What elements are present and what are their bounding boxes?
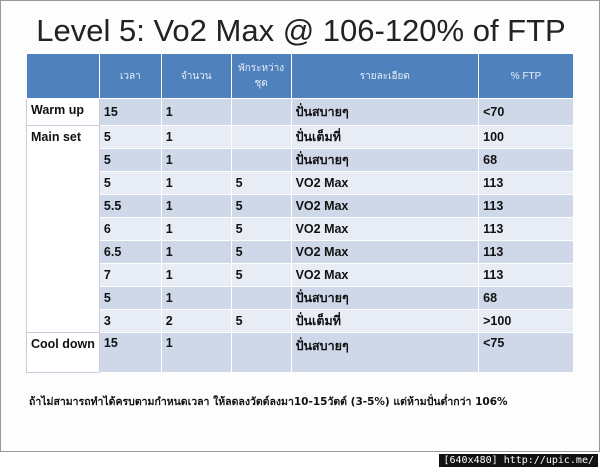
table-cell: 3 bbox=[98, 309, 162, 333]
table-cell: VO2 Max bbox=[290, 194, 480, 218]
table-cell: 1 bbox=[160, 171, 232, 195]
workout-table: เวลา จำนวน พักระหว่างชุด รายละเอียด% FTP Wa… bbox=[26, 53, 574, 373]
header-cell: % FTP bbox=[478, 53, 574, 99]
header-row: เวลา จำนวน พักระหว่างชุด รายละเอียด% FTP bbox=[26, 53, 574, 99]
table-row: 7 1 5 VO2 Max 113 bbox=[27, 263, 574, 287]
table-cell: ปั่นเต็มที่ bbox=[290, 309, 480, 333]
table-cell: 6 bbox=[98, 217, 162, 241]
table-cell: ปั่นสบายๆ bbox=[290, 332, 480, 373]
row-label: Cool down bbox=[26, 332, 100, 373]
slide: Level 5: Vo2 Max @ 106-120% of FTP เวลาจ… bbox=[0, 0, 600, 452]
header-cell: รายละเอียด bbox=[290, 53, 480, 99]
table-cell: 5 bbox=[98, 125, 162, 149]
table-cell: 1 bbox=[160, 194, 232, 218]
table-cell: VO2 Max bbox=[290, 263, 480, 287]
table-cell bbox=[230, 332, 292, 373]
row-label: Warm up bbox=[26, 98, 100, 126]
table-cell: 1 bbox=[160, 263, 232, 287]
table-row: 5 1 ปั่นสบายๆ 68 bbox=[27, 148, 574, 172]
table-cell: <70 bbox=[478, 98, 574, 126]
table-row: 3 2 5 ปั่นเต็มที่ >100 bbox=[27, 309, 574, 333]
table-cell: 113 bbox=[478, 240, 574, 264]
table-cell: 5 bbox=[230, 240, 292, 264]
table-body: Warm up 15 1 ปั่นสบายๆ <70 Main set 5 1 ปั่นเต็ม… bbox=[26, 98, 574, 373]
table-row: 6.5 1 5 VO2 Max 113 bbox=[27, 240, 574, 264]
table-cell: ปั่นสบายๆ bbox=[290, 148, 480, 172]
table-cell: 7 bbox=[98, 263, 162, 287]
table-row: Cool down 15 1 ปั่นสบายๆ <75 bbox=[26, 332, 574, 373]
table-cell: 113 bbox=[478, 217, 574, 241]
table-cell: 15 bbox=[98, 332, 162, 373]
table-cell: 5 bbox=[230, 194, 292, 218]
table-cell: 1 bbox=[160, 240, 232, 264]
table-cell: 5 bbox=[98, 286, 162, 310]
table-cell: ปั่นสบายๆ bbox=[290, 98, 480, 126]
table-cell: 1 bbox=[160, 98, 232, 126]
row-label: Main set bbox=[26, 125, 100, 333]
table-cell: 5.5 bbox=[98, 194, 162, 218]
table-cell: 1 bbox=[160, 217, 232, 241]
table-row: 5.5 1 5 VO2 Max 113 bbox=[27, 194, 574, 218]
table-cell: VO2 Max bbox=[290, 240, 480, 264]
table-cell: <75 bbox=[478, 332, 574, 373]
table-row: 6 1 5 VO2 Max 113 bbox=[27, 217, 574, 241]
table-cell: 1 bbox=[160, 332, 232, 373]
table-cell: 113 bbox=[478, 194, 574, 218]
table-cell: 1 bbox=[160, 125, 232, 149]
table-row: 5 1 5 VO2 Max 113 bbox=[27, 171, 574, 195]
table-cell: 5 bbox=[230, 171, 292, 195]
header-cell: จำนวน bbox=[160, 53, 232, 99]
table-cell: 6.5 bbox=[98, 240, 162, 264]
header-cell: เวลา bbox=[98, 53, 162, 99]
table-cell: 15 bbox=[98, 98, 162, 126]
table-cell bbox=[230, 98, 292, 126]
table-cell: ปั่นเต็มที่ bbox=[290, 125, 480, 149]
table-cell: VO2 Max bbox=[290, 171, 480, 195]
table-cell: VO2 Max bbox=[290, 217, 480, 241]
table-cell: 5 bbox=[98, 148, 162, 172]
table-cell: ปั่นสบายๆ bbox=[290, 286, 480, 310]
table-cell: 5 bbox=[230, 217, 292, 241]
table-row: 5 1 ปั่นสบายๆ 68 bbox=[27, 286, 574, 310]
watermark: [640x480] http://upic.me/ bbox=[439, 454, 598, 467]
table-cell: 2 bbox=[160, 309, 232, 333]
table-cell: 1 bbox=[160, 286, 232, 310]
table-cell: 5 bbox=[98, 171, 162, 195]
table-cell: 5 bbox=[230, 309, 292, 333]
table-cell: 68 bbox=[478, 286, 574, 310]
table-cell: >100 bbox=[478, 309, 574, 333]
table-cell bbox=[230, 125, 292, 149]
header-cell bbox=[26, 53, 100, 99]
table-cell bbox=[230, 148, 292, 172]
table-cell: 1 bbox=[160, 148, 232, 172]
table-cell: 100 bbox=[478, 125, 574, 149]
table-row: Warm up 15 1 ปั่นสบายๆ <70 bbox=[26, 98, 574, 126]
table-cell: 68 bbox=[478, 148, 574, 172]
table-cell bbox=[230, 286, 292, 310]
header-cell: พักระหว่างชุด bbox=[230, 53, 292, 99]
table-cell: 113 bbox=[478, 171, 574, 195]
footnote: ถ้าไม่สามารถทำได้ครบตามกำหนดเวลา ให้ลดลง… bbox=[29, 396, 508, 408]
table-row: Main set 5 1 ปั่นเต็มที่ 100 bbox=[26, 125, 574, 333]
table-cell: 113 bbox=[478, 263, 574, 287]
table-cell: 5 bbox=[230, 263, 292, 287]
slide-title: Level 5: Vo2 Max @ 106-120% of FTP bbox=[36, 13, 566, 48]
